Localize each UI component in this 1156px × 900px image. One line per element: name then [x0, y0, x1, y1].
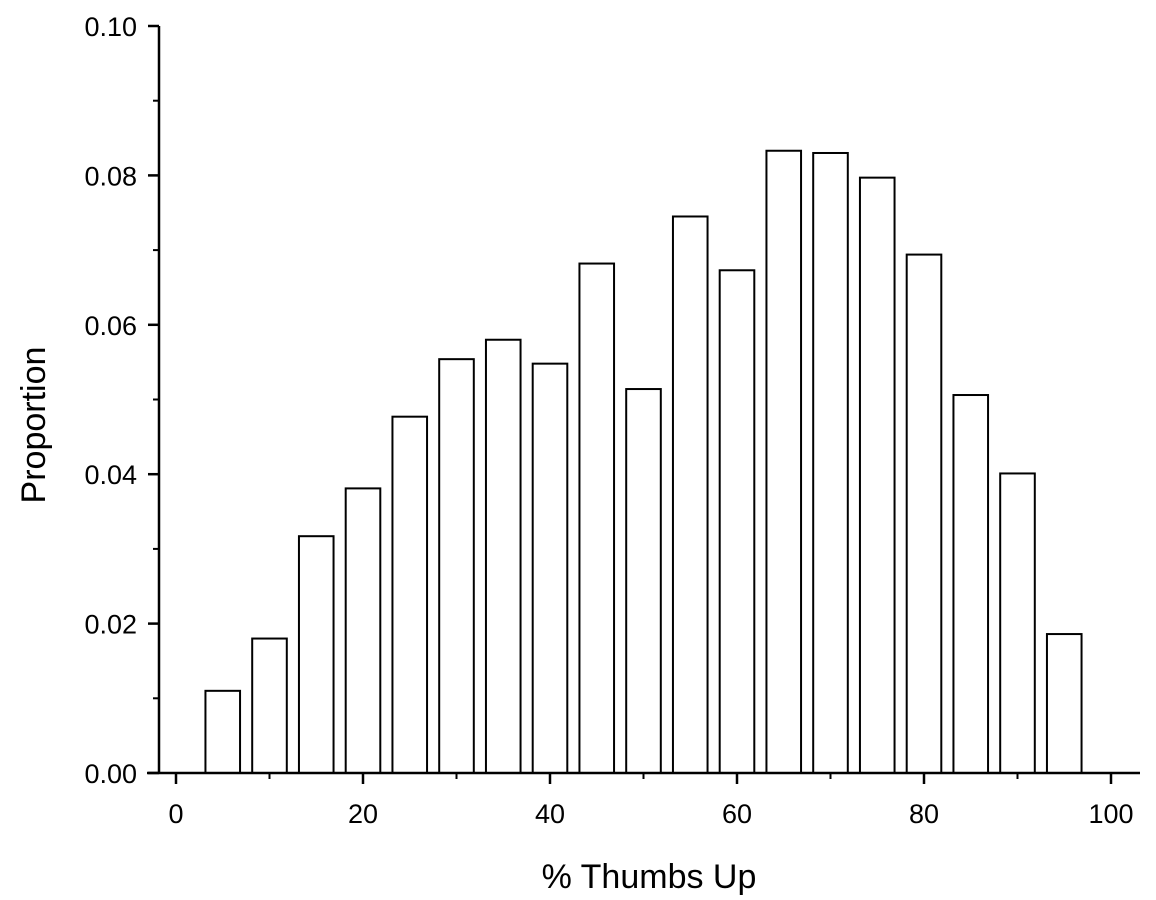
x-tick-label: 40 — [535, 799, 565, 829]
x-tick-label: 100 — [1088, 799, 1133, 829]
y-tick-label: 0.06 — [84, 311, 137, 341]
x-ticks-group: 0 20 40 60 80 100 — [168, 773, 1134, 829]
y-tick-label: 0.02 — [84, 610, 137, 640]
x-tick-label: 60 — [722, 799, 752, 829]
y-tick-label: 0.08 — [84, 161, 137, 191]
histogram-bar — [531, 362, 569, 774]
histogram-bar — [718, 269, 756, 774]
histogram-bar — [1045, 633, 1083, 774]
histogram-bar — [671, 215, 709, 775]
histogram-bar — [344, 487, 382, 774]
y-axis-title: Proportion — [15, 347, 53, 504]
histogram-bar — [578, 262, 616, 774]
x-tick-label: 20 — [348, 799, 378, 829]
y-tick-label: 0.10 — [84, 12, 137, 42]
histogram-bar — [297, 535, 335, 774]
histogram-bar — [391, 415, 429, 774]
y-tick-label: 0.04 — [84, 460, 137, 490]
histogram-bar — [999, 472, 1036, 774]
histogram-bar — [484, 338, 522, 774]
x-axis-title: % Thumbs Up — [542, 858, 757, 896]
y-tick-label: 0.00 — [84, 759, 137, 789]
bars-group — [204, 149, 1083, 775]
histogram-bar — [438, 358, 475, 774]
y-ticks-group: 0.00 0.02 0.04 0.06 0.08 0.10 — [84, 12, 159, 789]
histogram-bar — [812, 151, 849, 775]
histogram-bar — [251, 637, 288, 774]
histogram-bar — [625, 388, 662, 774]
histogram-bar — [765, 149, 803, 774]
histogram-bar — [952, 394, 990, 774]
histogram-bar — [905, 253, 943, 775]
histogram-bar — [858, 176, 896, 775]
x-tick-label: 80 — [909, 799, 939, 829]
histogram-bar — [204, 689, 242, 775]
x-tick-label: 0 — [168, 799, 183, 829]
